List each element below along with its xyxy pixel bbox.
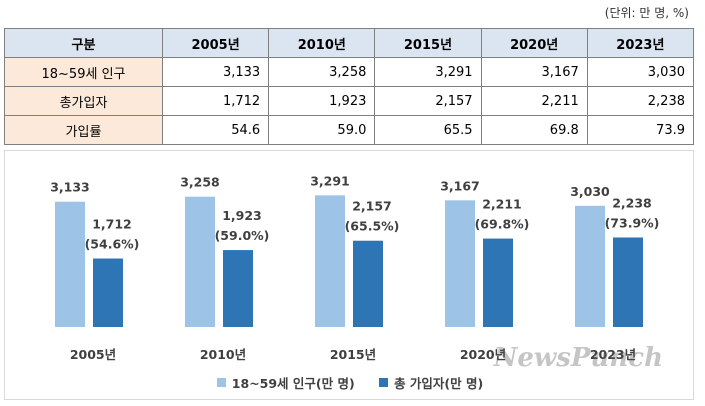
category-label: 2005년 [70,347,116,362]
legend-label: 총 가입자(만 명) [394,376,484,391]
data-label: 2,238 [612,195,652,210]
data-label: 1,712 [92,217,132,232]
data-label: 3,030 [570,184,610,199]
table-cell: 3,258 [268,57,376,87]
bar-chart-panel: 3,133 1,712 (54.6%) 2005년 3,258 1,923 (59.0%) 2… [4,150,694,400]
bar-subscribers [483,238,513,327]
bar-subscribers [613,237,643,327]
data-label-percent: (54.6%) [85,237,140,252]
data-label: 3,133 [50,180,90,195]
bar-population [575,205,605,327]
table-cell: 3,291 [374,57,482,87]
header-cell: 2010년 [268,28,376,58]
bar-population [445,200,475,327]
row-label: 18~59세 인구 [4,57,163,87]
table-row: 18~59세 인구 3,133 3,258 3,291 3,167 3,030 [4,57,695,87]
table-cell: 2,211 [480,86,588,116]
bar-population [55,201,85,327]
table-header-row: 구분 2005년 2010년 2015년 2020년 2023년 [4,28,695,58]
data-label-percent: (69.8%) [475,217,530,232]
legend-label: 18~59세 인구(만 명) [231,376,355,391]
legend-swatch-population [216,378,226,387]
unit-note: (단위: 만 명, %) [604,6,689,20]
table-cell: 2,157 [374,86,482,116]
category-label: 2010년 [200,347,246,362]
table-cell: 69.8 [480,115,588,145]
data-label: 3,167 [440,178,480,193]
header-cell: 구분 [4,28,163,58]
bar-subscribers [353,240,383,327]
legend-swatch-subscribers [379,378,389,387]
legend-item-subscribers: 총 가입자(만 명) [379,373,483,392]
data-label-percent: (73.9%) [605,215,660,230]
table-cell: 65.5 [374,115,482,145]
table-cell: 1,712 [161,86,270,116]
category-label: 2023년 [590,347,636,362]
table-row: 가입률 54.6 59.0 65.5 69.8 73.9 [4,115,695,145]
data-label-percent: (59.0%) [215,228,270,243]
row-label: 가입률 [4,115,163,145]
table-cell: 3,167 [480,57,588,87]
legend-item-population: 18~59세 인구(만 명) [216,373,355,392]
data-label: 2,157 [352,199,392,214]
table-row: 총가입자 1,712 1,923 2,157 2,211 2,238 [4,86,695,116]
table-cell: 59.0 [268,115,376,145]
data-label: 1,923 [222,208,262,223]
statistics-table: 구분 2005년 2010년 2015년 2020년 2023년 18~59세 … [4,28,695,145]
chart-legend: 18~59세 인구(만 명) 총 가입자(만 명) [5,373,695,392]
bar-subscribers [223,250,253,327]
table-cell: 73.9 [586,115,695,145]
category-label: 2015년 [330,347,376,362]
watermark-logo: NewsPunch [493,343,663,373]
data-label: 3,258 [180,175,220,190]
row-label: 총가입자 [4,86,163,116]
header-cell: 2005년 [161,28,270,58]
table-cell: 1,923 [268,86,376,116]
bar-population [185,196,215,327]
table-cell: 2,238 [586,86,695,116]
bar-subscribers [93,258,123,327]
data-label-percent: (65.5%) [345,219,400,234]
table-cell: 3,030 [586,57,695,87]
table-cell: 54.6 [161,115,270,145]
category-label: 2020년 [460,347,506,362]
data-label: 2,211 [482,197,522,212]
bar-chart: 3,133 1,712 (54.6%) 2005년 3,258 1,923 (59.0%) 2… [50,173,660,362]
header-cell: 2015년 [374,28,482,58]
bar-population [315,195,345,327]
table-cell: 3,133 [161,57,270,87]
data-label: 3,291 [310,173,350,188]
header-cell: 2020년 [480,28,588,58]
header-cell: 2023년 [586,28,695,58]
